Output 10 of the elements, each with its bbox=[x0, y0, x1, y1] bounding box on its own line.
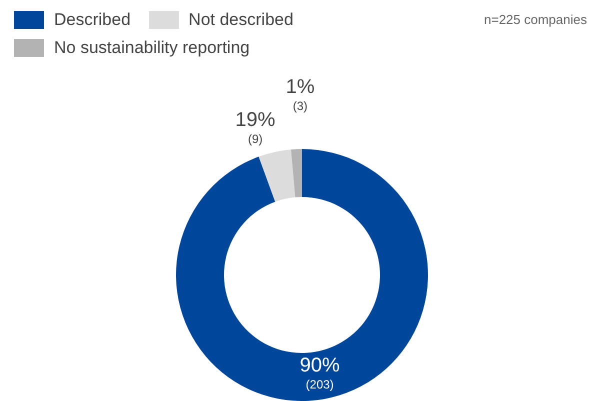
donut-slice bbox=[290, 149, 302, 198]
donut-slice bbox=[258, 149, 296, 202]
data-label: 90% (203) bbox=[300, 354, 340, 392]
donut-slice bbox=[176, 149, 428, 401]
text: n=225 companies bbox=[484, 12, 587, 27]
legend-label: No sustainability reporting bbox=[54, 38, 250, 58]
legend-label: Not described bbox=[188, 10, 294, 30]
legend-label: Described bbox=[54, 10, 131, 30]
data-label: 19% (9) bbox=[235, 109, 276, 146]
data-label: 1% (3) bbox=[286, 76, 315, 114]
